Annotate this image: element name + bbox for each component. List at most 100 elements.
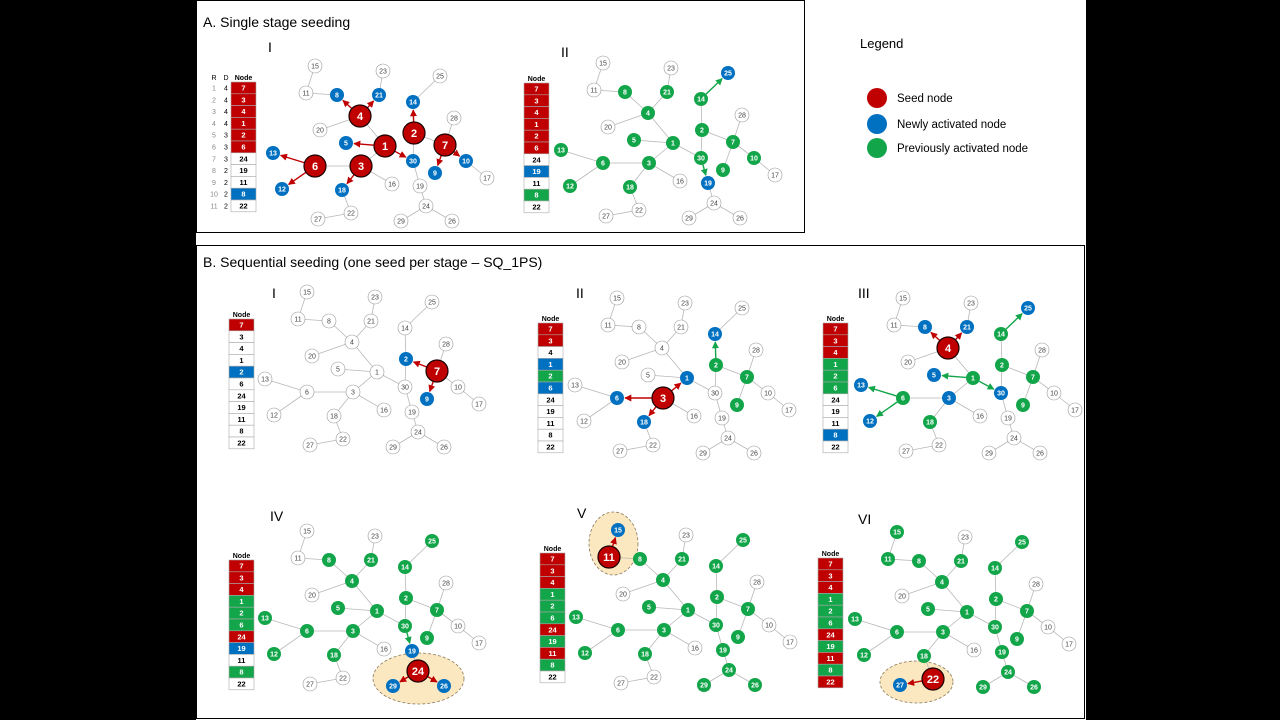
node-15: 15 — [299, 284, 315, 300]
node-16: 16 — [672, 173, 688, 189]
table-row: 3 — [817, 569, 844, 582]
node-26: 26 — [746, 445, 762, 461]
node-circle-new — [960, 320, 974, 334]
activation-arrow-30-19 — [404, 632, 412, 644]
table-cell-none — [822, 440, 849, 454]
node-label: 19 — [416, 184, 424, 191]
panel-b-iii: IIINode734126241911822123456789101112131… — [822, 285, 1083, 461]
node-circle-new — [405, 644, 419, 658]
node-28: 28 — [438, 575, 454, 591]
table-row: 7 — [539, 552, 566, 566]
seed-order-table: Node 7 3 4 1 2 6 24 19 11 8 22 — [228, 312, 255, 450]
table-node-value: 11 — [547, 419, 555, 428]
node-circle-prev — [890, 625, 904, 639]
node-circle-none — [898, 443, 914, 459]
node-3: 3 — [346, 624, 360, 638]
node-label: 27 — [902, 449, 910, 456]
node-5: 5 — [339, 136, 353, 150]
node-4: 4 — [344, 334, 360, 350]
node-circle-none — [298, 85, 314, 101]
node-circle-prev — [554, 143, 568, 157]
node-circle-new — [339, 136, 353, 150]
node-6: 6 — [596, 156, 610, 170]
node-6: 6 — [299, 384, 315, 400]
node-circle-prev — [1026, 370, 1040, 384]
node-label: 11 — [603, 552, 615, 564]
node-label: 6 — [615, 396, 619, 403]
table-node-value: 3 — [833, 336, 837, 345]
node-22: 22 — [335, 431, 351, 447]
node-circle-none — [963, 295, 979, 311]
table-rank-value: 6 — [212, 145, 216, 152]
node-16: 16 — [972, 408, 988, 424]
node-circle-none — [631, 319, 647, 335]
node-18: 18 — [638, 647, 652, 661]
node-circle-none — [972, 408, 988, 424]
node-circle-prev — [563, 179, 577, 193]
node-circle-none — [1032, 445, 1048, 461]
node-circle-prev — [641, 106, 655, 120]
node-14: 14 — [406, 95, 420, 109]
node-label: 22 — [650, 675, 658, 682]
node-circle-none — [471, 396, 487, 412]
node-label: 28 — [738, 113, 746, 120]
node-label: 30 — [697, 156, 705, 163]
node-circle-prev — [716, 643, 730, 657]
table-row: 7 — [228, 318, 255, 332]
node-label: 4 — [350, 579, 354, 586]
node-27: 27 — [613, 675, 629, 691]
table-row: 1 — [817, 593, 844, 606]
node-label: 16 — [380, 408, 388, 415]
node-label: 19 — [998, 650, 1006, 657]
node-label: 11 — [604, 323, 611, 330]
node-27: 27 — [612, 443, 628, 459]
node-20: 20 — [615, 586, 631, 602]
node-circle-none — [397, 320, 413, 336]
node-label: 1 — [686, 608, 690, 615]
table-rank-value: 1 — [212, 86, 216, 93]
node-5: 5 — [927, 368, 941, 382]
node-label: 16 — [388, 182, 396, 189]
activation-arrow-2-14 — [711, 341, 719, 359]
node-circle-none — [302, 437, 318, 453]
node-label: 8 — [638, 557, 642, 564]
node-circle-none — [438, 575, 454, 591]
node-1: 1 — [681, 603, 695, 617]
table-row: 2 — [539, 599, 566, 613]
panel-label: V — [577, 505, 587, 521]
node-label: 29 — [985, 451, 993, 458]
node-21: 21 — [675, 552, 689, 566]
activation-arrow-3-18 — [346, 174, 355, 185]
node-13: 13 — [854, 378, 868, 392]
node-label: 19 — [704, 181, 712, 188]
table-header-node: Node — [528, 76, 546, 83]
node-circle-none — [376, 641, 392, 657]
node-12: 12 — [266, 407, 282, 423]
node-label: 7 — [745, 375, 749, 382]
node-circle-none — [686, 408, 702, 424]
node-circle-none — [424, 294, 440, 310]
table-node-value: 4 — [239, 344, 244, 353]
table-header-node: Node — [544, 546, 562, 553]
node-circle-none — [1034, 342, 1050, 358]
node-23: 23 — [677, 295, 693, 311]
node-3: 3 — [651, 386, 675, 410]
legend-item-label: Previously activated node — [897, 143, 1028, 155]
node-circle-none — [444, 213, 460, 229]
node-label: 20 — [618, 360, 626, 367]
table-rank-value: 2 — [212, 97, 216, 104]
node-17: 17 — [781, 402, 797, 418]
node-label: 22 — [635, 208, 643, 215]
node-label: 2 — [404, 357, 408, 364]
node-12: 12 — [267, 647, 281, 661]
node-10: 10 — [760, 385, 776, 401]
table-node-value: 2 — [828, 607, 832, 616]
node-circle-none — [290, 550, 306, 566]
node-circle-none — [732, 210, 748, 226]
node-22: 22 — [343, 205, 359, 221]
node-label: 22 — [935, 443, 943, 450]
node-2: 2 — [695, 123, 709, 137]
table-cell-none — [228, 677, 255, 691]
seed-order-table: Node 7 3 4 1 2 6 24 19 11 8 22 — [523, 76, 550, 214]
